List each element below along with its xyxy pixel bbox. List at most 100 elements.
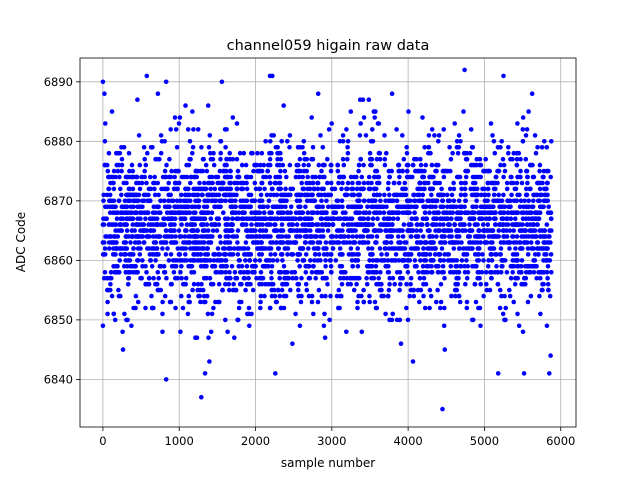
- data-point: [328, 258, 333, 263]
- data-point: [311, 246, 317, 251]
- data-point: [247, 258, 252, 263]
- data-point: [412, 204, 417, 210]
- data-point: [447, 210, 452, 215]
- data-point: [293, 174, 299, 180]
- data-point: [296, 210, 302, 215]
- data-point: [481, 258, 486, 263]
- data-point: [456, 216, 461, 221]
- data-point: [372, 299, 378, 305]
- data-point: [427, 305, 432, 311]
- data-point: [258, 275, 263, 281]
- data-point: [310, 145, 316, 150]
- data-point: [382, 162, 388, 168]
- chart-title: channel059 higain raw data: [227, 38, 430, 54]
- data-point: [521, 275, 527, 281]
- data-point: [537, 162, 543, 168]
- data-point: [176, 228, 182, 233]
- data-point: [105, 204, 110, 210]
- data-point: [111, 311, 117, 317]
- data-point: [300, 186, 306, 192]
- data-point: [222, 240, 228, 245]
- data-point: [494, 252, 499, 257]
- data-point: [277, 162, 283, 168]
- data-point: [178, 329, 183, 335]
- data-point: [434, 216, 440, 221]
- data-point: [454, 174, 460, 180]
- data-point: [514, 150, 520, 156]
- data-point: [191, 281, 197, 287]
- data-point: [311, 210, 317, 215]
- data-point: [441, 240, 447, 245]
- data-point: [329, 121, 335, 126]
- data-point: [445, 216, 450, 221]
- data-point: [491, 246, 497, 251]
- data-point: [103, 216, 108, 221]
- data-point: [338, 270, 344, 275]
- data-point: [520, 115, 526, 120]
- data-point: [169, 168, 174, 174]
- data-point: [223, 317, 228, 323]
- data-point: [351, 192, 356, 198]
- data-point: [261, 264, 267, 269]
- data-point: [193, 168, 199, 174]
- outlier-point: [440, 406, 445, 412]
- data-point: [544, 252, 549, 257]
- data-point: [519, 180, 525, 186]
- data-point: [324, 210, 329, 215]
- data-point: [309, 222, 315, 227]
- data-point: [160, 299, 165, 305]
- data-point: [199, 192, 205, 198]
- data-point: [450, 204, 456, 210]
- data-point: [446, 228, 452, 233]
- data-point: [517, 204, 523, 210]
- data-point: [518, 156, 523, 162]
- data-point: [119, 162, 125, 168]
- data-point: [307, 180, 312, 186]
- data-point: [439, 246, 445, 251]
- data-point: [449, 216, 454, 221]
- data-point: [217, 198, 222, 204]
- data-point: [548, 252, 554, 257]
- data-point: [207, 275, 213, 281]
- data-point: [315, 204, 321, 210]
- data-point: [425, 228, 431, 233]
- data-point: [132, 210, 138, 215]
- data-point: [162, 168, 168, 174]
- data-point: [494, 264, 499, 269]
- data-point: [526, 198, 531, 204]
- x-axis-label: sample number: [281, 456, 375, 470]
- data-point: [266, 222, 271, 227]
- data-point: [534, 240, 540, 245]
- data-point: [242, 210, 247, 215]
- data-point: [435, 264, 440, 269]
- data-point: [288, 186, 293, 192]
- data-point: [548, 174, 553, 180]
- data-point: [245, 234, 250, 239]
- data-point: [526, 270, 532, 275]
- data-point: [370, 216, 376, 221]
- data-point: [404, 305, 409, 311]
- data-point: [337, 139, 343, 144]
- data-point: [297, 264, 303, 269]
- data-point: [289, 216, 294, 221]
- data-point: [447, 234, 452, 239]
- data-point: [379, 252, 384, 257]
- data-point: [160, 329, 165, 335]
- data-point: [459, 186, 464, 192]
- data-point: [188, 156, 193, 162]
- data-point: [438, 281, 444, 287]
- data-point: [169, 222, 175, 227]
- data-point: [511, 228, 516, 233]
- data-point: [142, 156, 147, 162]
- data-point: [436, 133, 442, 138]
- data-point: [201, 156, 206, 162]
- data-point: [543, 198, 548, 204]
- data-point: [427, 252, 433, 257]
- data-point: [177, 234, 183, 239]
- data-point: [135, 299, 141, 305]
- data-point: [463, 168, 468, 174]
- data-point: [275, 156, 280, 162]
- data-point: [191, 270, 197, 275]
- data-point: [310, 192, 315, 198]
- data-point: [408, 234, 414, 239]
